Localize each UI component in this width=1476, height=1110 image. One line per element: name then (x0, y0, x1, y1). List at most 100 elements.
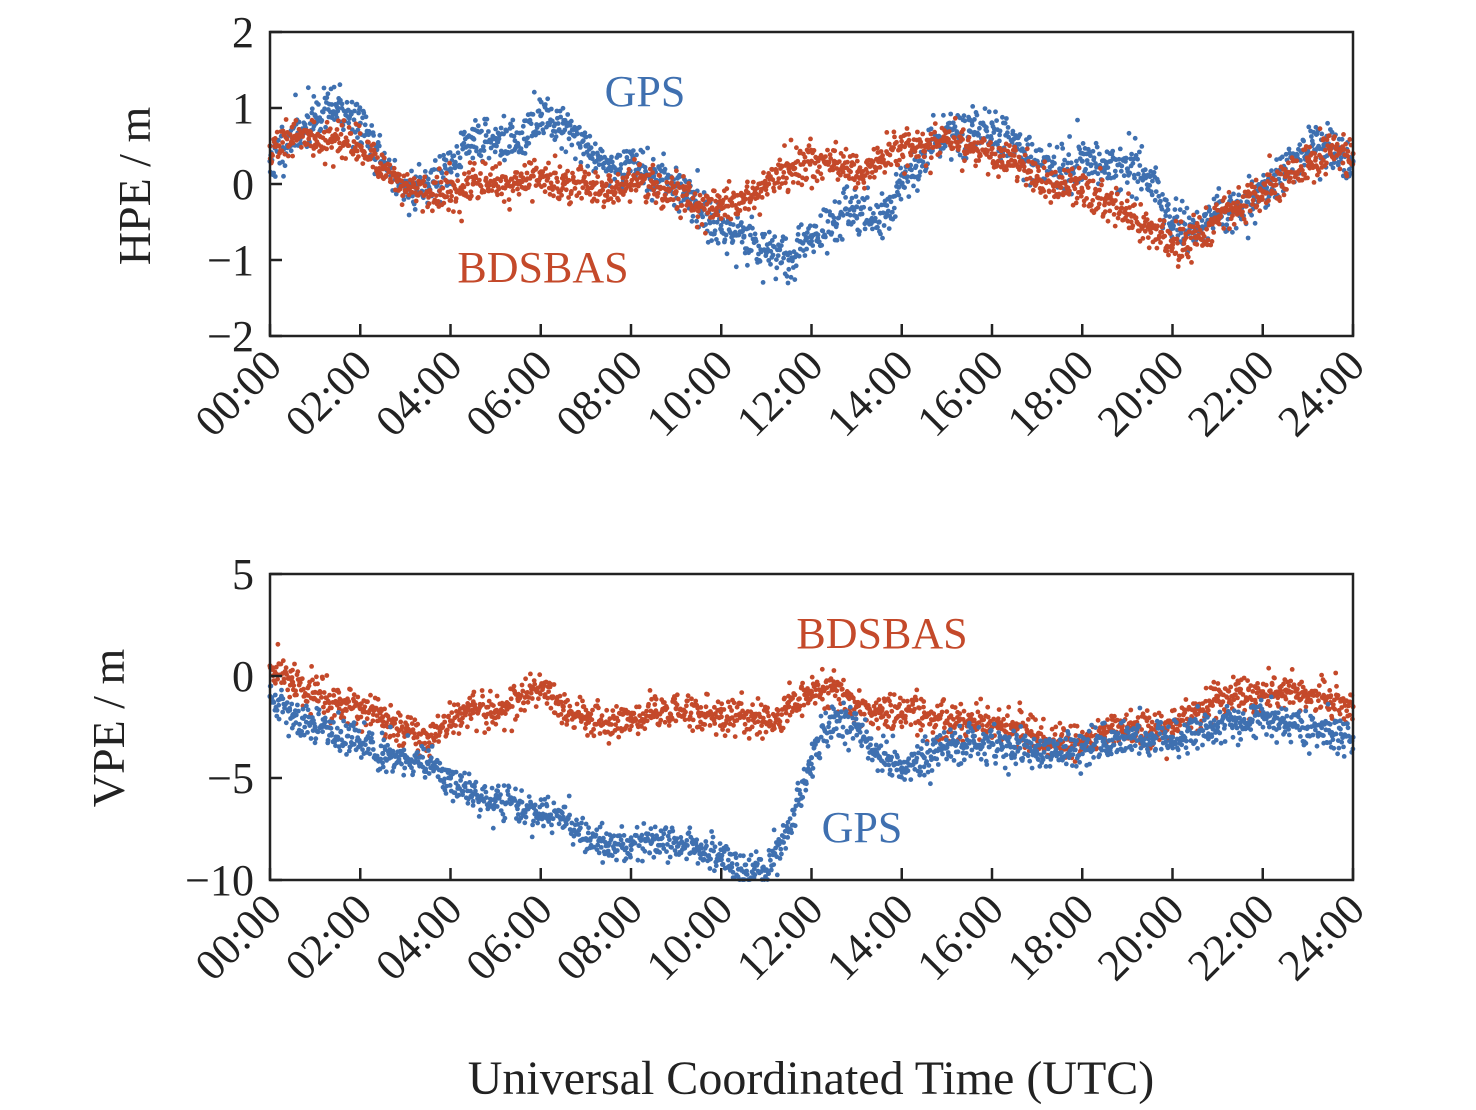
hpe-gps-point (832, 199, 838, 205)
vpe-bdsbas-point (1038, 725, 1044, 730)
vpe-bdsbas-point (509, 704, 515, 709)
hpe-bdsbas-point (1311, 180, 1317, 185)
vpe-bdsbas-point (721, 707, 727, 712)
hpe-bdsbas-point (583, 180, 589, 185)
hpe-gps-point (511, 133, 517, 139)
hpe-gps-point (1047, 142, 1052, 148)
hpe-gps-point (867, 206, 873, 212)
hpe-bdsbas-point (1073, 200, 1079, 206)
vpe-bdsbas-point (574, 701, 580, 707)
hpe-gps-point (349, 111, 354, 117)
hpe-gps-point (515, 141, 521, 146)
hpe-gps-point (805, 235, 811, 241)
hpe-gps-point (553, 129, 558, 135)
hpe-gps-point (483, 121, 488, 127)
hpe-bdsbas-point (354, 148, 360, 154)
vpe-bdsbas-point (635, 731, 641, 737)
hpe-bdsbas-point (1262, 182, 1268, 188)
hpe-x-tick-label: 20:00 (1088, 340, 1194, 446)
hpe-bdsbas-point (469, 193, 474, 199)
vpe-bdsbas-point (388, 702, 394, 708)
hpe-bdsbas-point (859, 173, 865, 179)
hpe-bdsbas-point (1013, 148, 1018, 153)
vpe-bdsbas-point (275, 641, 281, 647)
hpe-gps-point (585, 142, 591, 148)
vpe-bdsbas-point (580, 698, 585, 704)
vpe-bdsbas-point (441, 713, 447, 719)
hpe-bdsbas-point (478, 183, 484, 189)
vpe-bdsbas-point (358, 714, 364, 720)
hpe-bdsbas-point (996, 174, 1001, 180)
vpe-bdsbas-point (903, 719, 909, 725)
hpe-gps-point (899, 180, 905, 186)
vpe-bdsbas-point (765, 705, 770, 711)
hpe-bdsbas-point (546, 160, 551, 166)
vpe-bdsbas-point (557, 693, 563, 699)
hpe-bdsbas-point (1078, 193, 1084, 199)
hpe-gps-point (757, 258, 763, 264)
hpe-gps-point (841, 190, 846, 196)
vpe-bdsbas-point (872, 711, 878, 717)
hpe-bdsbas-point (657, 173, 663, 179)
hpe-bdsbas-point (692, 191, 698, 197)
hpe-bdsbas-point (1066, 168, 1071, 174)
hpe-bdsbas-point (1243, 220, 1249, 226)
vpe-bdsbas-point (739, 690, 745, 695)
vpe-bdsbas-point (606, 741, 612, 746)
vpe-bdsbas-point (690, 728, 696, 734)
vpe-bdsbas-point (558, 712, 564, 717)
hpe-bdsbas-point (771, 188, 777, 194)
hpe-bdsbas-point (926, 145, 931, 151)
hpe-bdsbas-point (1284, 187, 1289, 192)
hpe-bdsbas-point (694, 224, 700, 230)
hpe-gps-point (481, 148, 487, 154)
hpe-bdsbas-point (985, 171, 991, 177)
hpe-bdsbas-point (366, 139, 371, 145)
hpe-gps-point (1156, 193, 1162, 199)
hpe-gps-point (1002, 120, 1008, 126)
hpe-gps-point (1330, 165, 1336, 171)
hpe-gps-point (280, 159, 285, 165)
hpe-bdsbas-point (902, 171, 907, 177)
vpe-bdsbas-point (333, 698, 338, 704)
hpe-gps-point (690, 213, 696, 219)
hpe-bdsbas-point (270, 153, 275, 158)
hpe-gps-point (1074, 158, 1079, 164)
hpe-bdsbas-point (595, 174, 601, 180)
hpe-bdsbas-point (712, 188, 717, 194)
hpe-bdsbas-point (959, 168, 965, 174)
hpe-gps-point (1203, 211, 1209, 217)
hpe-gps-point (1309, 134, 1314, 139)
hpe-gps-point (492, 149, 498, 155)
hpe-bdsbas-point (522, 162, 528, 168)
vpe-bdsbas-point (586, 720, 592, 725)
vpe-bdsbas-point (871, 703, 877, 709)
vpe-bdsbas-point (453, 723, 458, 728)
vpe-bdsbas-point (648, 708, 654, 714)
hpe-bdsbas-point (569, 189, 574, 194)
vpe-bdsbas-point (594, 721, 599, 727)
hpe-bdsbas-point (601, 199, 607, 205)
hpe-gps-point (1245, 199, 1250, 205)
hpe-bdsbas-point (481, 189, 487, 195)
hpe-bdsbas-point (1281, 192, 1287, 198)
hpe-bdsbas-point (346, 125, 352, 130)
hpe-bdsbas-point (766, 181, 772, 187)
hpe-bdsbas-point (654, 180, 660, 185)
vpe-bdsbas-point (1112, 713, 1117, 719)
hpe-bdsbas-point (1273, 177, 1278, 183)
hpe-bdsbas-point (744, 184, 750, 190)
hpe-bdsbas-point (1345, 153, 1351, 159)
hpe-gps-point (851, 208, 857, 213)
hpe-bdsbas-point (310, 153, 316, 158)
hpe-bdsbas-point (451, 209, 456, 215)
hpe-bdsbas-point (444, 194, 450, 200)
vpe-bdsbas-point (705, 692, 710, 697)
vpe-bdsbas-point (891, 723, 896, 729)
hpe-bdsbas-point (1341, 132, 1346, 137)
hpe-gps-point (662, 166, 668, 172)
hpe-bdsbas-point (862, 185, 867, 191)
hpe-bdsbas-point (809, 185, 815, 191)
hpe-bdsbas-point (895, 162, 901, 168)
